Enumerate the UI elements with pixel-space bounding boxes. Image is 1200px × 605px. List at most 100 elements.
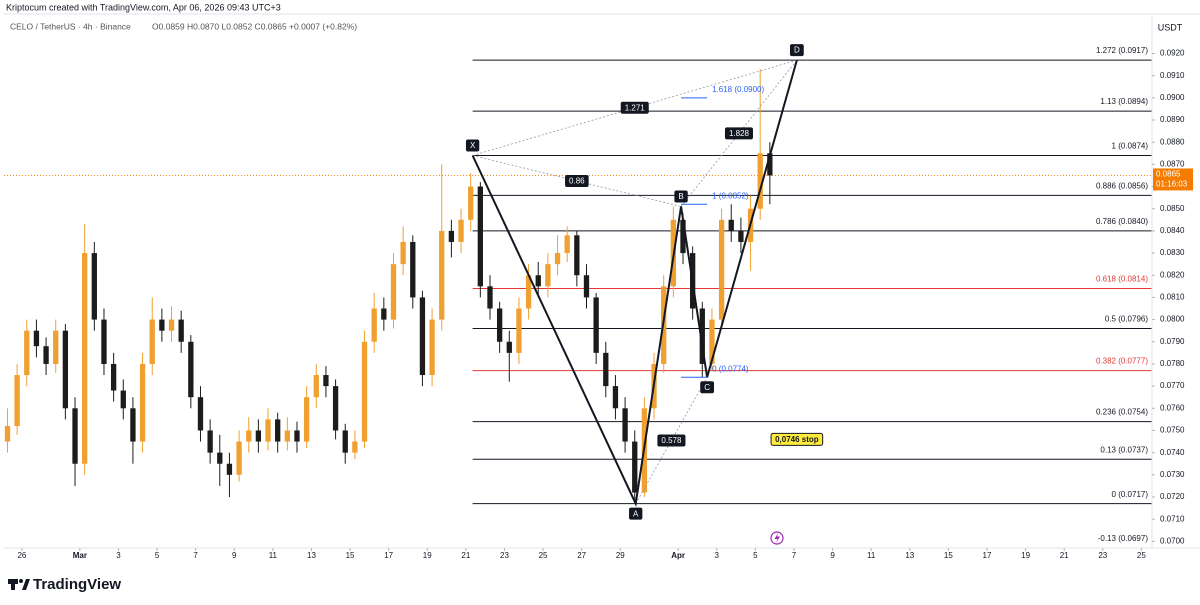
point-label: A	[629, 507, 643, 520]
candle-body	[62, 330, 69, 409]
y-tick-label: 0.0740	[1160, 448, 1185, 457]
candle-body	[506, 341, 512, 353]
y-tick-label: 0.0920	[1160, 49, 1185, 58]
y-tick-label: 0.0760	[1160, 403, 1185, 412]
stop-label-box	[770, 432, 824, 446]
point-label-text: C	[704, 383, 710, 392]
x-tick-label: 7	[792, 551, 797, 560]
candle-body	[564, 235, 570, 254]
y-tick-label: 0.0830	[1160, 248, 1185, 257]
point-label: B	[674, 190, 688, 203]
candle-body	[313, 375, 319, 398]
fib-label: -0.13 (0.0697)	[1098, 534, 1149, 543]
candle-body	[603, 352, 609, 387]
candle-body	[149, 319, 155, 364]
y-tick-label: 0.0820	[1160, 270, 1185, 279]
candle-body	[419, 297, 426, 376]
candle-body	[168, 319, 175, 331]
pattern-leg	[471, 59, 798, 508]
candle-body	[236, 441, 242, 475]
x-tick-label: 5	[753, 551, 758, 560]
candle-body	[632, 441, 638, 493]
ratio-label-text: 0.578	[661, 436, 682, 445]
logo-shape	[19, 579, 23, 583]
ratio-label: 0.578	[657, 434, 686, 447]
candle-body	[159, 319, 165, 331]
candle-body	[468, 186, 474, 220]
candle-body	[217, 452, 223, 464]
candle-body	[612, 386, 619, 409]
candle-body	[226, 463, 233, 475]
x-tick-label: 11	[867, 551, 876, 560]
projection-label: 0 (0.0774)	[712, 364, 749, 373]
x-tick-label: 15	[346, 551, 355, 560]
ratio-label-box	[620, 101, 649, 114]
projection-label: 1 (0.0852)	[712, 191, 749, 200]
point-label-box	[465, 139, 480, 152]
x-tick-label: 21	[461, 551, 470, 560]
x-tick-label: 21	[1060, 551, 1069, 560]
stop-label: 0,0746 stop	[770, 432, 824, 446]
credit: Kriptocum created with TradingView.com, …	[6, 2, 281, 12]
y-tick-label: 0.0730	[1160, 470, 1185, 479]
candle-body	[246, 430, 252, 442]
x-tick-label: 25	[1137, 551, 1146, 560]
brand: TradingView	[33, 576, 121, 593]
ratio-label-text: 1.828	[729, 129, 750, 138]
fib-label: 0.618 (0.0814)	[1096, 275, 1148, 284]
point-label-box	[674, 190, 688, 203]
candle-body	[33, 330, 40, 347]
candle-body	[120, 390, 126, 409]
candle-body	[410, 241, 416, 298]
fib-label: 0.236 (0.0754)	[1096, 408, 1148, 417]
ohlc-legend: O0.0859 H0.0870 L0.0852 C0.0865 +0.0007 …	[152, 21, 357, 31]
candle-body	[82, 253, 88, 464]
x-tick-label: 15	[944, 551, 953, 560]
point-label-box	[700, 381, 715, 394]
symbol: CELO / TetherUS · 4h · Binance	[10, 21, 131, 31]
logo-shape	[11, 584, 15, 590]
candle-body	[622, 408, 628, 442]
candle-body	[390, 264, 397, 320]
candle-body	[535, 275, 541, 287]
candle-body	[14, 375, 20, 427]
point-label: C	[700, 381, 715, 394]
x-tick-label: 17	[384, 551, 393, 560]
fib-label: 0.786 (0.0840)	[1096, 217, 1148, 226]
y-tick-label: 0.0840	[1160, 226, 1185, 235]
candle-body	[284, 430, 290, 442]
candle-body	[545, 264, 551, 287]
fib-label: 0.886 (0.0856)	[1096, 182, 1148, 191]
plot-area: 1.272 (0.0917) 1.13 (0.0894) 1 (0.0874) 0.8…	[4, 44, 1152, 549]
candle-body	[439, 230, 445, 320]
ratio-label-text: 0.86	[569, 177, 585, 186]
currency: USDT	[1158, 22, 1183, 32]
candle-body	[574, 235, 580, 276]
candle-body	[487, 286, 493, 309]
candle-body	[757, 153, 763, 209]
y-tick-label: 0.0910	[1160, 71, 1185, 80]
candle-body	[207, 430, 213, 453]
candle-body	[371, 308, 377, 342]
candle-body	[516, 308, 522, 353]
y-tick-label: 0.0810	[1160, 293, 1185, 302]
ratio-label-box	[565, 174, 589, 187]
candle-body	[101, 319, 107, 364]
candle-body	[361, 341, 368, 442]
candle-body	[699, 308, 705, 364]
candle-body	[448, 230, 455, 242]
x-tick-label: 23	[1098, 551, 1107, 560]
candle-body	[255, 430, 262, 442]
candle-body	[53, 330, 59, 364]
candle-body	[554, 253, 561, 265]
candle-body	[728, 219, 734, 231]
candle-body	[130, 408, 136, 442]
candle-body	[275, 419, 281, 442]
candle-body	[332, 386, 339, 431]
y-tick-label: 0.0770	[1160, 381, 1185, 390]
y-tick-label: 0.0870	[1160, 159, 1185, 168]
fib-label: 1.272 (0.0917)	[1096, 46, 1148, 55]
